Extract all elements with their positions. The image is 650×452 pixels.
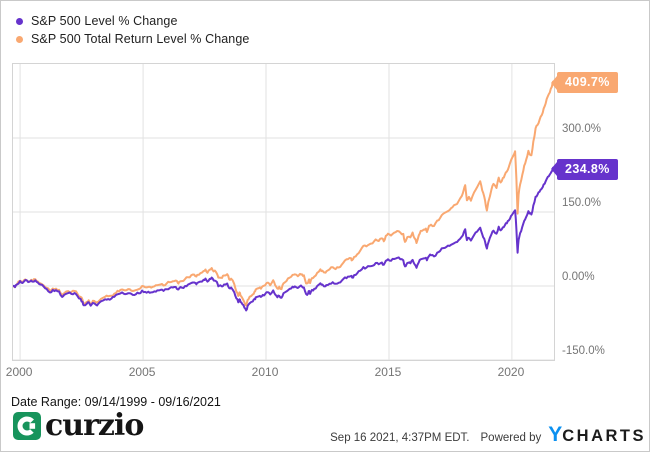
curzio-logo-icon: [13, 412, 41, 440]
ycharts-logo-text: CHARTS: [562, 427, 646, 445]
x-axis-label-2000: 2000: [5, 365, 33, 379]
series-line-0: [13, 166, 554, 312]
curzio-logo: curzio: [13, 408, 144, 443]
y-axis-label-neg150: -150.0%: [562, 345, 605, 357]
y-axis-label-150: 150.0%: [562, 197, 602, 209]
y-axis-label-300: 300.0%: [562, 123, 602, 135]
timestamp-text: Sep 16 2021, 4:37PM EDT.: [330, 432, 470, 444]
attribution: Sep 16 2021, 4:37PM EDT. Powered by Y CH…: [330, 423, 646, 446]
legend-dot-purple-icon: [16, 17, 23, 25]
x-axis-label-2005: 2005: [128, 365, 156, 379]
x-axis-label-2015: 2015: [374, 365, 402, 379]
x-axis-label-2020: 2020: [497, 365, 525, 379]
ycharts-y-icon: Y: [548, 423, 563, 446]
date-range-text: Date Range: 09/14/1999 - 09/16/2021: [11, 395, 221, 409]
line-chart: [13, 64, 554, 360]
x-axis-label-2010: 2010: [251, 365, 279, 379]
ycharts-logo: Y CHARTS: [548, 423, 646, 446]
legend-label-price: S&P 500 Level % Change: [31, 14, 178, 28]
legend-label-total-return: S&P 500 Total Return Level % Change: [31, 32, 250, 46]
legend-item-total-return: S&P 500 Total Return Level % Change: [12, 30, 249, 48]
powered-by-text: Powered by: [480, 432, 542, 444]
y-axis-label-0: 0.00%: [562, 271, 595, 283]
series-line-1: [13, 80, 554, 307]
legend-dot-orange-icon: [16, 35, 23, 43]
value-label-price: 234.8%: [557, 158, 618, 180]
value-label-total-return: 409.7%: [557, 72, 618, 94]
curzio-logo-text: curzio: [45, 408, 144, 443]
legend: S&P 500 Level % Change S&P 500 Total Ret…: [12, 12, 249, 48]
legend-item-price: S&P 500 Level % Change: [12, 12, 249, 30]
plot-area: [12, 63, 555, 361]
